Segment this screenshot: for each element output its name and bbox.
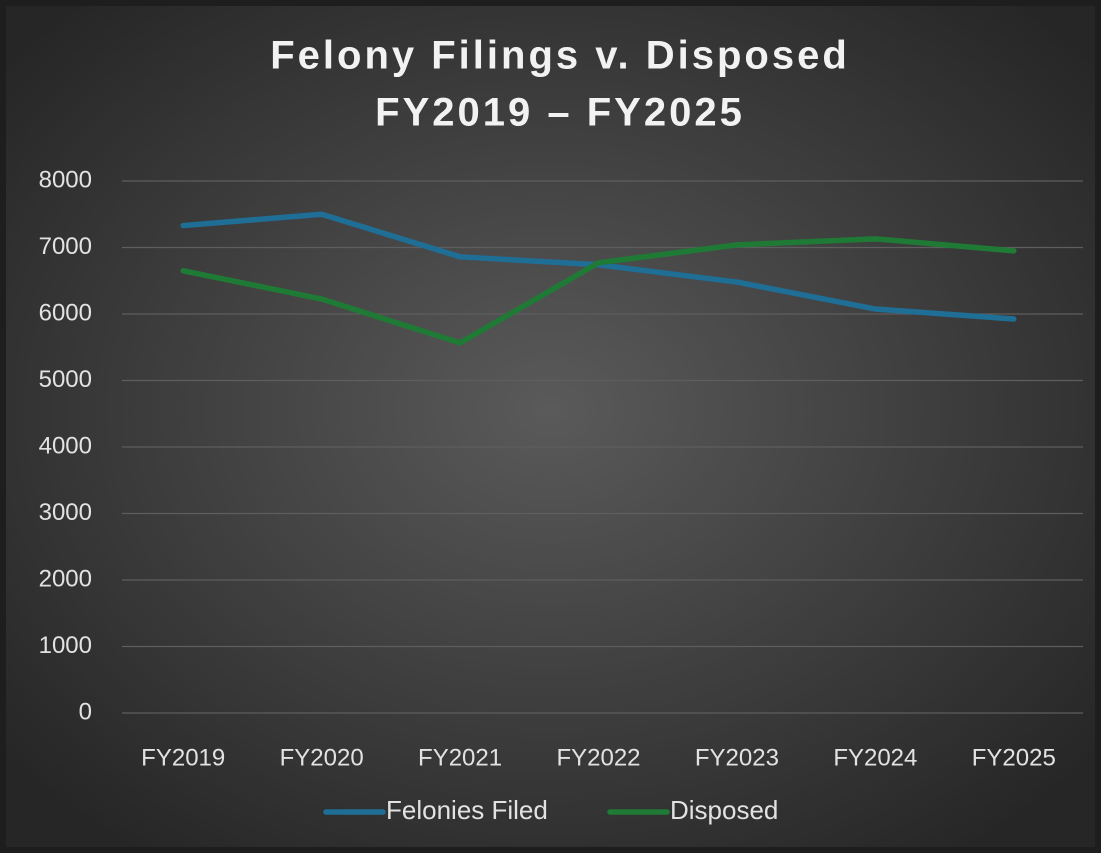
y-tick-label: 1000 xyxy=(39,632,92,659)
x-tick-label: FY2024 xyxy=(833,744,917,771)
chart-subtitle: FY2019 – FY2025 xyxy=(375,91,745,135)
y-tick-label: 5000 xyxy=(39,366,92,393)
x-tick-label: FY2025 xyxy=(972,744,1056,771)
x-tick-label: FY2019 xyxy=(141,744,225,771)
x-tick-label: FY2020 xyxy=(280,744,364,771)
y-tick-label: 6000 xyxy=(39,299,92,326)
y-tick-label: 7000 xyxy=(39,233,92,260)
x-tick-label: FY2021 xyxy=(418,744,502,771)
chart-background xyxy=(6,6,1095,847)
x-tick-label: FY2022 xyxy=(556,744,640,771)
series-line xyxy=(180,236,1017,346)
y-tick-label: 2000 xyxy=(39,565,92,592)
y-tick-label: 3000 xyxy=(39,499,92,526)
x-tick-label: FY2023 xyxy=(695,744,779,771)
y-tick-label: 8000 xyxy=(39,166,92,193)
legend-label: Felonies Filed xyxy=(386,795,548,825)
chart-title: Felony Filings v. Disposed xyxy=(270,34,850,78)
y-tick-label: 4000 xyxy=(39,432,92,459)
y-tick-label: 0 xyxy=(79,698,92,725)
legend-label: Disposed xyxy=(670,795,778,825)
